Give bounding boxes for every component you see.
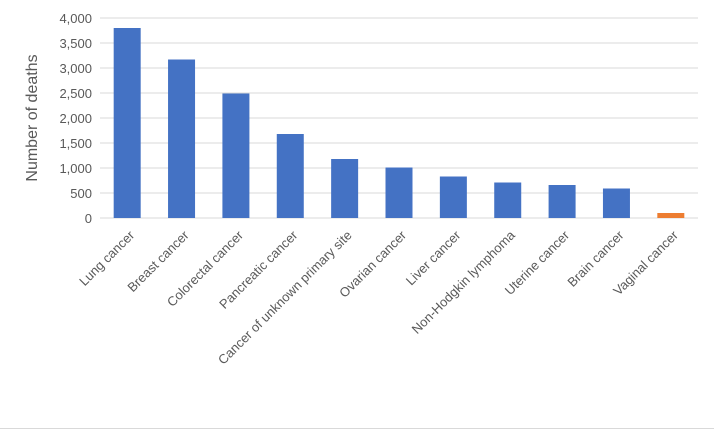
y-axis-title: Number of deaths (24, 54, 41, 181)
y-tick-label: 1,000 (59, 161, 92, 176)
bar-vaginal-cancer (657, 213, 685, 218)
bar-uterine-cancer (548, 185, 576, 218)
x-tick-label: Non-Hodgkin lymphoma (409, 227, 519, 337)
bar-brain-cancer (602, 188, 630, 218)
y-tick-label: 500 (70, 186, 92, 201)
bar-breast-cancer (168, 59, 196, 218)
bar-colorectal-cancer (222, 93, 250, 218)
y-tick-label: 3,000 (59, 61, 92, 76)
bar-non-hodgkin-lymphoma (494, 182, 522, 218)
y-axis-ticks: 0 500 1,000 1,500 2,000 2,500 3,000 3,500 4,000 (59, 11, 92, 226)
y-tick-label: 4,000 (59, 11, 92, 26)
y-tick-label: 2,500 (59, 86, 92, 101)
bar-liver-cancer (439, 176, 467, 218)
y-tick-label: 0 (85, 211, 92, 226)
bar-ovarian-cancer (385, 167, 413, 218)
bar-lung-cancer (113, 28, 141, 218)
gridlines (100, 17, 698, 219)
bars (113, 28, 685, 218)
y-tick-label: 2,000 (59, 111, 92, 126)
y-tick-label: 1,500 (59, 136, 92, 151)
bar-pancreatic-cancer (276, 134, 304, 218)
y-tick-label: 3,500 (59, 36, 92, 51)
bar-cancer-of-unknown-primary-site (331, 159, 359, 218)
bottom-divider (0, 428, 714, 429)
